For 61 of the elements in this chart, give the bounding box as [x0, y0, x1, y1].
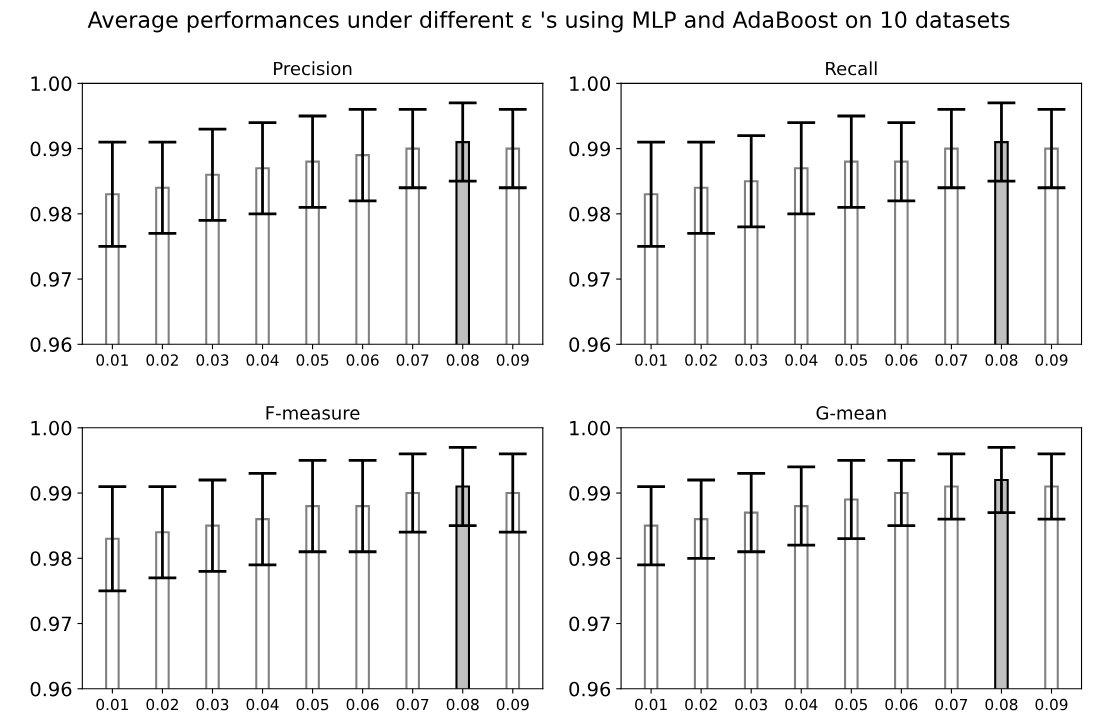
x-tick-label: 0.05 [296, 354, 329, 366]
y-tick-label: 0.96 [569, 337, 611, 352]
x-tick-label: 0.06 [346, 354, 379, 366]
x-tick-label: 0.01 [96, 698, 128, 711]
x-tick-label: 0.06 [885, 354, 918, 366]
x-tick-label: 0.01 [635, 354, 667, 366]
x-tick-label: 0.03 [735, 354, 767, 366]
x-tick-label: 0.07 [935, 354, 968, 366]
x-tick-label: 0.02 [146, 354, 178, 366]
y-tick-label: 0.99 [569, 486, 610, 501]
y-tick-label: 0.99 [30, 141, 72, 157]
x-tick-label: 0.06 [885, 698, 918, 711]
x-tick-label: 0.01 [635, 698, 667, 711]
x-tick-label: 0.04 [246, 354, 279, 366]
x-tick-label: 0.02 [685, 354, 717, 366]
y-tick-label: 0.97 [30, 272, 71, 287]
y-tick-label: 0.98 [569, 206, 611, 222]
x-tick-label: 0.04 [785, 698, 818, 711]
x-tick-label: 0.06 [346, 698, 379, 711]
x-tick-label: 0.04 [246, 698, 279, 711]
x-tick-label: 0.08 [985, 698, 1018, 711]
x-tick-label: 0.05 [296, 698, 329, 711]
x-tick-label: 0.04 [785, 354, 818, 366]
x-tick-label: 0.07 [396, 698, 429, 711]
y-tick-label: 0.96 [30, 681, 72, 697]
x-tick-label: 0.08 [446, 354, 479, 366]
y-tick-label: 0.96 [30, 337, 72, 352]
y-tick-label: 0.98 [569, 551, 611, 566]
y-tick-label: 0.97 [569, 272, 610, 287]
x-tick-label: 0.08 [446, 698, 479, 711]
y-tick-label: 0.98 [30, 551, 72, 566]
y-tick-label: 0.99 [30, 486, 72, 501]
x-tick-label: 0.03 [735, 698, 767, 711]
text: Average performances under different ε 's using MLP and AdaBoost on 10 datasets [87, 10, 1010, 33]
y-tick-label: 0.98 [30, 206, 72, 222]
y-tick-label: 0.96 [569, 681, 611, 697]
y-tick-label: 1.00 [31, 76, 72, 92]
x-tick-label: 0.03 [196, 698, 229, 711]
chart-title: Precision [274, 61, 352, 76]
y-tick-label: 0.97 [569, 616, 610, 632]
x-tick-label: 0.08 [985, 354, 1018, 366]
chart-title: Recall [826, 61, 877, 76]
x-tick-label: 0.02 [685, 698, 717, 711]
chart-title: F-measure [266, 406, 360, 420]
chart-title: G-mean [816, 406, 886, 420]
x-tick-label: 0.09 [496, 354, 529, 366]
x-tick-label: 0.02 [146, 698, 178, 711]
x-tick-label: 0.07 [935, 698, 968, 711]
y-tick-label: 0.99 [569, 141, 610, 157]
x-tick-label: 0.07 [396, 354, 429, 366]
x-tick-label: 0.03 [196, 354, 229, 366]
x-tick-label: 0.05 [835, 354, 867, 366]
y-tick-label: 0.97 [30, 616, 71, 632]
x-tick-label: 0.09 [1035, 354, 1068, 366]
x-tick-label: 0.01 [96, 354, 128, 366]
y-tick-label: 1.00 [31, 420, 72, 436]
x-tick-label: 0.09 [1035, 698, 1068, 711]
x-tick-label: 0.05 [835, 698, 867, 711]
y-tick-label: 1.00 [570, 76, 611, 92]
x-tick-label: 0.09 [496, 698, 529, 711]
y-tick-label: 1.00 [570, 420, 611, 436]
